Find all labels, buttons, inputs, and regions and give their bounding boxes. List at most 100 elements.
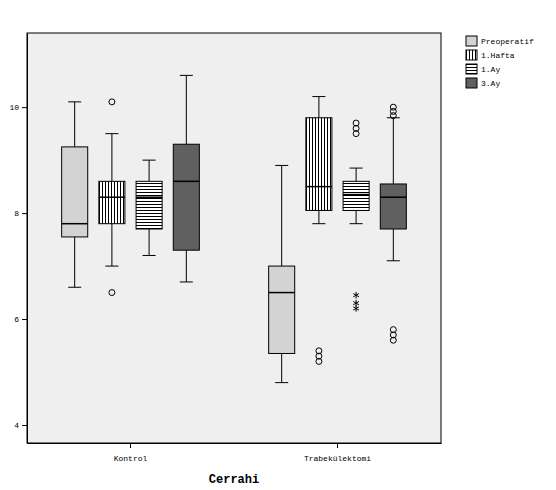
legend-swatch — [466, 50, 477, 60]
y-tick: 10 — [9, 103, 27, 112]
whisker-upper — [393, 118, 394, 184]
extreme — [353, 292, 359, 299]
outlier — [390, 113, 396, 119]
box — [343, 120, 369, 312]
whisker-upper — [111, 134, 112, 182]
y-tick-mark — [22, 319, 27, 320]
whisker-lower — [281, 353, 282, 382]
x-tick-mark — [337, 443, 338, 448]
y-tick-label: 8 — [14, 209, 19, 218]
legend-swatch — [466, 64, 477, 74]
whisker-upper — [318, 97, 319, 118]
whisker-lower — [356, 210, 357, 223]
legend-item: Preoperatif — [466, 36, 534, 46]
legend-label: 3.Ay — [481, 79, 500, 88]
whisker-cap-max — [105, 133, 118, 134]
box-body — [99, 181, 125, 223]
box — [173, 75, 199, 282]
legend-swatch — [466, 78, 477, 88]
median — [136, 196, 162, 198]
whisker-cap-max — [350, 168, 363, 169]
box — [136, 160, 162, 255]
chart-container: 4 6 8 10 Kontrol Trabekülektomi Cerrahi Preoper… — [0, 0, 556, 490]
outlier — [390, 337, 396, 343]
whisker-cap-max — [312, 96, 325, 97]
box — [99, 99, 125, 296]
y-tick-mark — [22, 425, 27, 426]
box — [306, 97, 332, 365]
box-body — [269, 266, 295, 353]
legend-item: 3.Ay — [466, 78, 500, 88]
box-body — [380, 184, 406, 229]
legend: Preoperatif 1.Hafta 1.Ay 3.Ay — [466, 36, 534, 88]
whisker-cap-min — [180, 281, 193, 282]
whisker-lower — [74, 237, 75, 287]
box-body — [343, 181, 369, 210]
whisker-cap-min — [143, 255, 156, 256]
extreme — [353, 305, 359, 312]
whisker-cap-min — [105, 266, 118, 267]
legend-label: 1.Ay — [481, 65, 500, 74]
x-axis: Kontrol Trabekülektomi — [28, 443, 442, 463]
whisker-upper — [281, 165, 282, 266]
whisker-cap-max — [68, 101, 81, 102]
whisker-cap-min — [275, 382, 288, 383]
x-tick-label: Kontrol — [114, 454, 148, 463]
y-axis: 4 6 8 10 — [9, 34, 27, 444]
whisker-lower — [393, 229, 394, 261]
whisker-cap-max — [143, 160, 156, 161]
box-body — [62, 147, 88, 237]
marks — [62, 75, 407, 382]
whisker-cap-max — [275, 165, 288, 166]
y-tick-label: 4 — [14, 421, 19, 430]
legend-label: 1.Hafta — [481, 51, 515, 60]
x-tick: Kontrol — [114, 443, 148, 463]
x-axis-line — [28, 443, 442, 444]
whisker-cap-min — [387, 260, 400, 261]
legend-swatch — [466, 36, 477, 46]
median — [306, 186, 332, 188]
y-tick: 4 — [14, 421, 27, 430]
whisker-lower — [186, 250, 187, 282]
outlier — [353, 131, 359, 137]
whisker-upper — [186, 75, 187, 144]
chart-svg: 4 6 8 10 Kontrol Trabekülektomi Cerrahi Preoper… — [0, 0, 556, 490]
outlier — [109, 290, 115, 296]
whisker-upper — [149, 160, 150, 181]
y-tick: 8 — [14, 209, 27, 218]
x-tick: Trabekülektomi — [304, 443, 371, 463]
box-body — [306, 118, 332, 211]
box — [380, 104, 406, 343]
whisker-upper — [74, 102, 75, 147]
median — [343, 194, 369, 196]
y-tick-label: 10 — [9, 103, 19, 112]
median — [269, 292, 295, 294]
y-tick-mark — [22, 213, 27, 214]
whisker-upper — [356, 168, 357, 181]
x-axis-title: Cerrahi — [209, 473, 259, 487]
median — [380, 196, 406, 198]
x-tick-mark — [130, 443, 131, 448]
legend-label: Preoperatif — [481, 37, 534, 46]
plot-frame — [27, 33, 441, 443]
box — [269, 165, 295, 382]
median — [99, 196, 125, 198]
box-body — [136, 181, 162, 229]
legend-item: 1.Hafta — [466, 50, 515, 60]
box — [62, 102, 88, 287]
box-body — [173, 144, 199, 250]
whisker-cap-max — [387, 117, 400, 118]
y-tick-mark — [22, 107, 27, 108]
whisker-cap-min — [312, 223, 325, 224]
whisker-lower — [111, 224, 112, 266]
whisker-lower — [318, 210, 319, 223]
y-tick-label: 6 — [14, 315, 19, 324]
whisker-cap-min — [68, 287, 81, 288]
whisker-cap-max — [180, 75, 193, 76]
outlier — [316, 358, 322, 364]
whisker-lower — [149, 229, 150, 255]
y-tick: 6 — [14, 315, 27, 324]
median — [173, 181, 199, 183]
x-tick-label: Trabekülektomi — [304, 454, 371, 463]
median — [62, 223, 88, 225]
